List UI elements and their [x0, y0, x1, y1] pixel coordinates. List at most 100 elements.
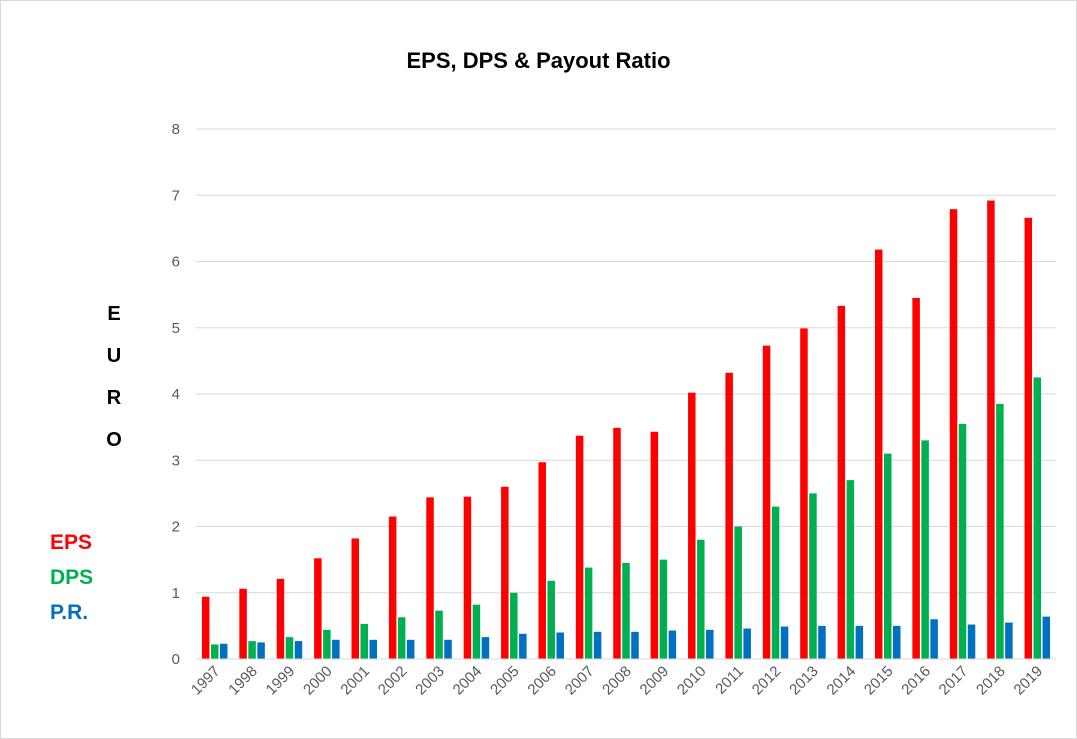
bar-eps [837, 305, 846, 659]
bar-pr [556, 632, 564, 659]
bar-pr [855, 625, 864, 659]
bar-eps [912, 297, 920, 659]
bar-eps [575, 435, 584, 659]
x-tick-label: 2003 [412, 663, 448, 699]
bar-pr [706, 629, 714, 659]
x-tick-label: 2016 [898, 663, 934, 699]
x-tick-label: 2018 [973, 663, 1009, 699]
x-tick-label: 2000 [300, 663, 336, 699]
x-tick-label: 2015 [861, 663, 897, 699]
bar-dps [996, 403, 1004, 659]
bar-eps [613, 427, 621, 659]
bar-eps [949, 209, 958, 659]
y-tick-label: 8 [172, 121, 180, 138]
bar-dps [360, 623, 369, 659]
x-tick-label: 2002 [375, 663, 411, 699]
y-tick-label: 3 [172, 452, 180, 469]
bar-eps [874, 249, 883, 659]
bar-eps [800, 328, 808, 659]
bar-pr [930, 619, 938, 659]
y-axis-label-letter: E [107, 303, 121, 325]
x-tick-label: 2005 [487, 663, 523, 699]
x-tick-label: 2011 [712, 663, 747, 698]
bar-eps [725, 372, 733, 659]
bar-dps [435, 610, 443, 659]
bar-eps [463, 496, 472, 659]
bar-dps [846, 480, 855, 659]
bar-eps [501, 486, 509, 659]
legend-entry-dps: DPS [50, 566, 94, 589]
bar-dps [697, 539, 705, 659]
bar-eps [987, 200, 995, 660]
bar-dps [248, 641, 256, 659]
bar-pr [1005, 622, 1013, 659]
bar-pr [444, 639, 452, 659]
bar-dps [1033, 377, 1042, 659]
bar-pr [332, 639, 340, 659]
bar-pr [780, 626, 789, 659]
x-tick-label: 2006 [524, 663, 560, 699]
legend-entry-eps: EPS [50, 531, 93, 554]
y-tick-label: 7 [172, 187, 180, 204]
bar-pr [406, 639, 415, 659]
bar-dps [472, 604, 481, 659]
bar-pr [257, 642, 265, 659]
bar-pr [593, 631, 602, 659]
bar-pr [967, 624, 976, 659]
y-axis-label-letter: U [106, 345, 122, 367]
x-tick-label: 2013 [786, 663, 822, 699]
y-tick-label: 2 [172, 519, 180, 536]
chart-title: EPS, DPS & Payout Ratio [406, 48, 671, 73]
bar-dps [510, 592, 518, 659]
bar-eps [314, 558, 322, 659]
y-tick-label: 1 [172, 585, 180, 602]
x-tick-label: 2009 [637, 663, 673, 699]
bar-pr [369, 639, 378, 659]
bar-dps [958, 423, 967, 659]
bar-pr [668, 630, 677, 659]
y-tick-label: 0 [172, 651, 180, 668]
bar-eps [201, 596, 210, 659]
y-tick-label: 4 [172, 386, 180, 403]
x-tick-label: 2012 [749, 663, 785, 699]
y-tick-label: 5 [172, 320, 180, 337]
x-tick-label: 2007 [562, 663, 598, 699]
bar-eps [538, 462, 546, 659]
bar-eps [650, 431, 659, 659]
bar-eps [239, 588, 247, 659]
x-tick-label: 2017 [936, 663, 972, 699]
bar-dps [285, 637, 294, 659]
x-tick-label: 1998 [225, 663, 261, 699]
bar-eps [426, 497, 434, 659]
bar-pr [1042, 616, 1051, 659]
bar-pr [519, 633, 527, 659]
x-tick-label: 2010 [674, 663, 710, 699]
bar-dps [921, 440, 929, 659]
bar-pr [743, 628, 751, 659]
bar-eps [351, 538, 360, 659]
bar-pr [481, 637, 490, 659]
x-tick-label: 1997 [188, 663, 224, 699]
x-tick-label: 1999 [263, 663, 299, 699]
x-tick-label: 2008 [599, 663, 635, 699]
x-tick-label: 2001 [337, 663, 373, 699]
bar-pr [219, 643, 228, 659]
x-tick-label: 2014 [824, 663, 860, 699]
bar-dps [883, 453, 892, 659]
bar-pr [294, 641, 303, 659]
y-tick-label: 6 [172, 254, 180, 271]
bar-dps [622, 562, 630, 659]
bar-pr [818, 625, 826, 659]
bar-pr [892, 625, 901, 659]
bar-dps [397, 617, 406, 659]
bar-eps [388, 516, 397, 659]
x-tick-label: 2004 [450, 663, 486, 699]
bar-eps [1024, 217, 1033, 659]
bar-pr [631, 631, 639, 659]
bar-dps [659, 559, 668, 659]
x-tick-label: 2019 [1011, 663, 1047, 699]
bar-dps [210, 644, 219, 659]
bar-dps [584, 567, 593, 659]
legend-entry-pr: P.R. [50, 601, 89, 624]
